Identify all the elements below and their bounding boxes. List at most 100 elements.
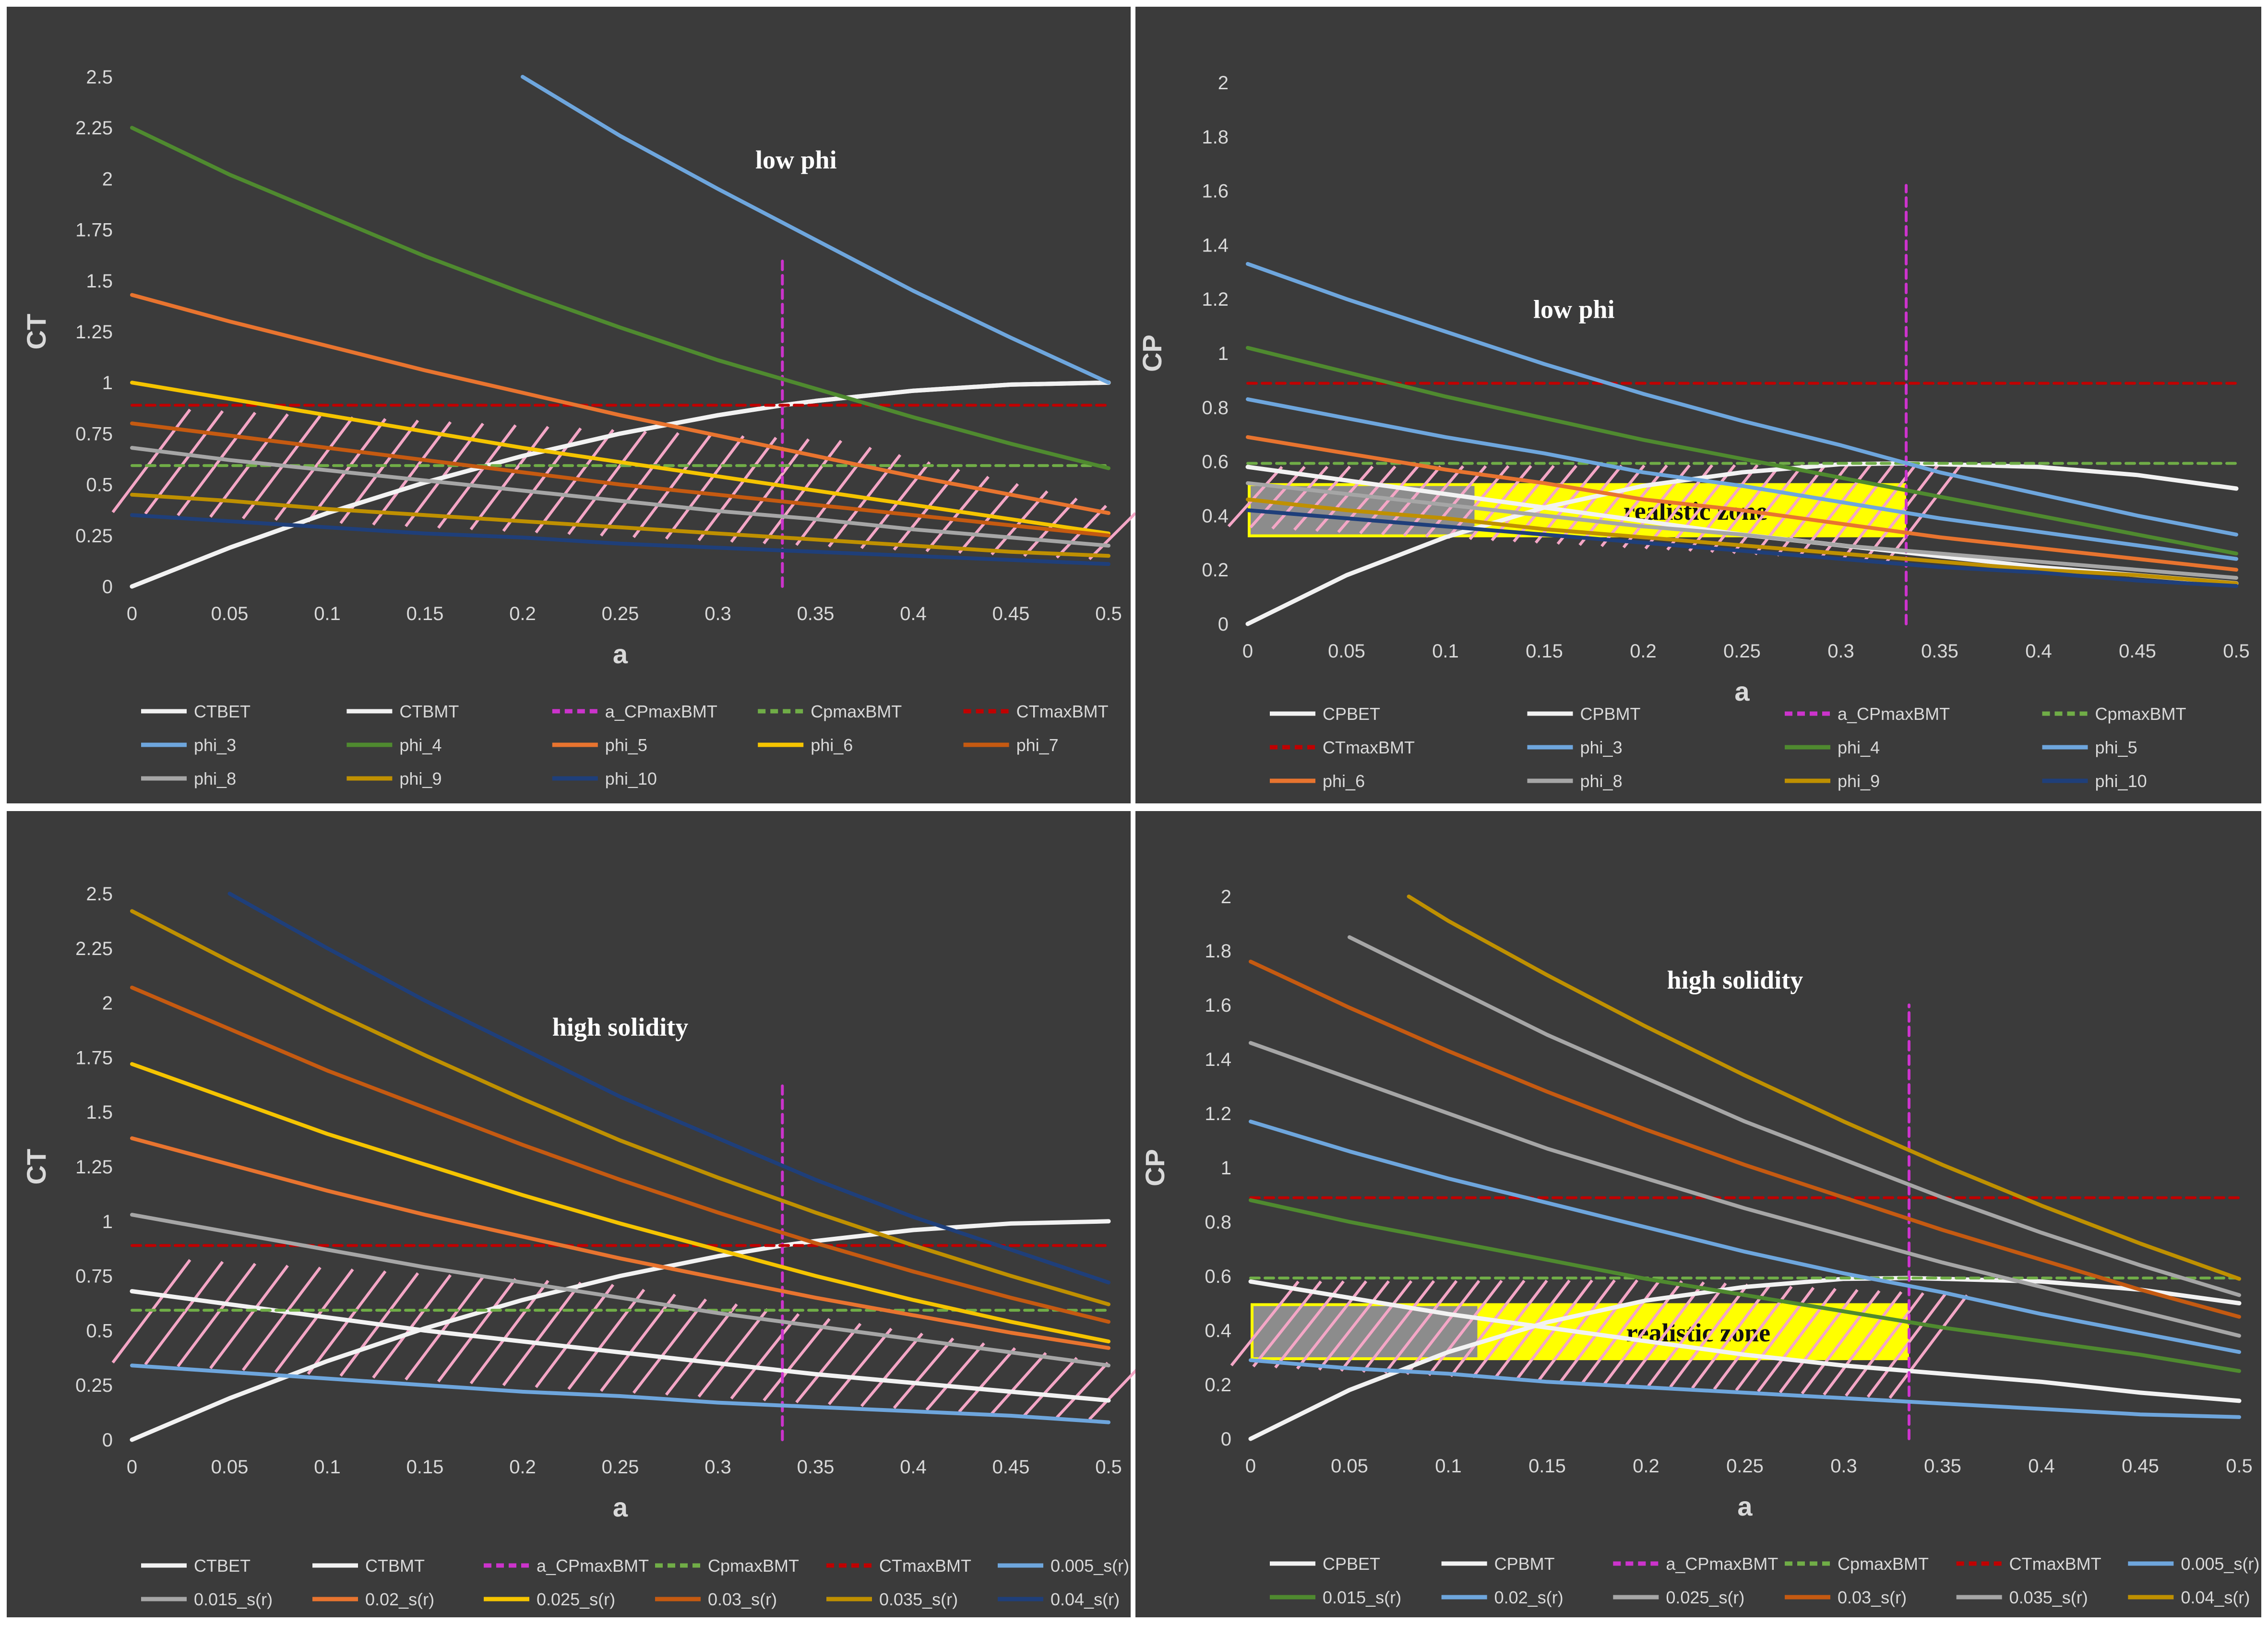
y-tick-label: 0	[1221, 1429, 1231, 1450]
legend-item: 0.015_s(r)	[141, 1589, 273, 1609]
y-tick-label: 2	[1221, 886, 1231, 908]
hatch-stroke	[1866, 1293, 1946, 1398]
y-tick-label: 1.5	[86, 271, 113, 292]
hatch-stroke	[1023, 497, 1078, 557]
hatch-stroke	[1581, 1279, 1661, 1384]
hatch-stroke	[1088, 1366, 1140, 1421]
hatch-stroke	[1713, 1286, 1793, 1390]
legend-item: 0.02_s(r)	[1441, 1588, 1564, 1607]
hatch-stroke	[1754, 464, 1827, 556]
y-tick-label: 1.25	[75, 322, 113, 343]
legend-label: 0.03_s(r)	[708, 1589, 777, 1609]
x-tick-label: 0.45	[2122, 1456, 2159, 1477]
series-line-phi_3	[521, 75, 1110, 385]
legend-item: phi_3	[1527, 738, 1623, 757]
series-line-0.005_s(r)	[1249, 1358, 2241, 1419]
x-tick-label: 0.5	[1095, 1457, 1122, 1478]
hatch-stroke	[665, 1303, 738, 1396]
x-tick-label: 0.2	[509, 603, 536, 624]
legend-label: phi_4	[1838, 738, 1880, 757]
x-tick-label: 0.4	[2025, 641, 2052, 662]
hatch-stroke	[1600, 464, 1668, 548]
y-tick-label: 0.8	[1202, 397, 1229, 418]
legend-label: phi_3	[1580, 738, 1623, 757]
y-tick-label: 1.2	[1202, 289, 1229, 310]
hatch-stroke	[828, 1327, 893, 1405]
hatch-stroke	[307, 418, 387, 523]
legend-item: phi_4	[346, 735, 442, 755]
legend-item: CpmaxBMT	[1785, 1554, 1929, 1574]
hatch-stroke	[1710, 464, 1781, 553]
hatch-stroke	[1886, 463, 1963, 562]
hatch-stroke	[1823, 1291, 1903, 1396]
y-tick-label: 1.75	[75, 1047, 113, 1068]
x-axis-title: a	[613, 639, 628, 669]
hatch-stroke	[697, 437, 777, 541]
legend-item: 0.025_s(r)	[484, 1589, 615, 1609]
legend-label: 0.015_s(r)	[194, 1589, 273, 1609]
y-tick-label: 0.6	[1202, 452, 1229, 473]
hatch-stroke	[209, 1265, 289, 1369]
y-tick-label: 0.5	[86, 475, 113, 496]
x-tick-label: 0.1	[1432, 641, 1459, 662]
legend-label: phi_10	[605, 769, 657, 789]
hatch-stroke	[600, 432, 680, 537]
legend-label: 0.04_s(r)	[1050, 1589, 1120, 1609]
series-line-0.035_s(r)	[130, 909, 1110, 1306]
legend-label: phi_5	[605, 735, 647, 755]
hatch-stroke	[502, 1281, 582, 1386]
x-tick-label: 0.3	[1827, 641, 1854, 662]
panel-background	[7, 811, 1131, 1617]
legend-item: a_CPmaxBMT	[552, 702, 717, 721]
hatch-stroke	[1055, 1362, 1109, 1419]
x-tick-label: 0.2	[509, 1457, 536, 1478]
legend-label: CPBET	[1323, 704, 1380, 724]
legend-item: 0.035_s(r)	[826, 1589, 958, 1609]
legend-item: 0.015_s(r)	[1270, 1588, 1401, 1607]
series-line-phi_4	[130, 126, 1110, 470]
hatch-stroke	[1888, 1294, 1969, 1399]
y-tick-label: 1.4	[1205, 1049, 1231, 1070]
hatch-stroke	[405, 1276, 484, 1381]
y-tick-label: 1.5	[86, 1102, 113, 1123]
legend-item: 0.035_s(r)	[1956, 1588, 2088, 1607]
legend-item: CTBET	[141, 702, 251, 721]
hatch-stroke	[1801, 1290, 1881, 1395]
hatch-stroke	[1842, 463, 1917, 560]
hatch-stroke	[1362, 1280, 1435, 1373]
legend-item: 0.025_s(r)	[1613, 1588, 1744, 1607]
y-tick-label: 0.4	[1205, 1320, 1231, 1341]
legend-label: CTmaxBMT	[1323, 738, 1415, 757]
legend-label: CPBET	[1323, 1554, 1380, 1574]
hatch-stroke	[1296, 1280, 1368, 1370]
legend-item: 0.02_s(r)	[312, 1589, 434, 1609]
legend-label: CTBET	[194, 702, 251, 721]
series-line-phi_3	[1246, 262, 2238, 537]
hatch-stroke	[600, 1293, 676, 1392]
legend-item: 0.03_s(r)	[1785, 1588, 1907, 1607]
legend-label: phi_10	[2095, 771, 2147, 791]
hatch-stroke	[991, 1352, 1047, 1415]
legend-label: CTmaxBMT	[2009, 1554, 2101, 1574]
legend-item: 0.005_s(r)	[2128, 1554, 2259, 1574]
legend-item: CTBMT	[312, 1556, 425, 1576]
legend-item: 0.03_s(r)	[655, 1589, 777, 1609]
legend: CTBET CTBMT a_CPmaxBMT CpmaxBMT CTmaxBMT phi_…	[141, 702, 1109, 789]
legend-item: 0.005_s(r)	[998, 1556, 1129, 1576]
x-tick-label: 0.3	[704, 603, 731, 624]
legend-label: CPBMT	[1580, 704, 1641, 724]
legend-item: phi_9	[346, 769, 442, 789]
legend-label: a_CPmaxBMT	[537, 1556, 649, 1576]
legend-item: CPBMT	[1441, 1554, 1555, 1574]
y-tick-label: 1.8	[1205, 941, 1231, 962]
x-tick-label: 0.15	[406, 603, 444, 624]
legend-label: 0.03_s(r)	[1838, 1588, 1907, 1607]
hatch-stroke	[1669, 1283, 1749, 1388]
panel-background	[1135, 7, 2261, 803]
hatch-stroke	[795, 1323, 862, 1403]
x-tick-label: 0.5	[2226, 1456, 2253, 1477]
legend-label: phi_9	[399, 769, 442, 789]
legend-item: phi_6	[758, 735, 853, 755]
hatch-stroke	[1384, 1280, 1458, 1374]
